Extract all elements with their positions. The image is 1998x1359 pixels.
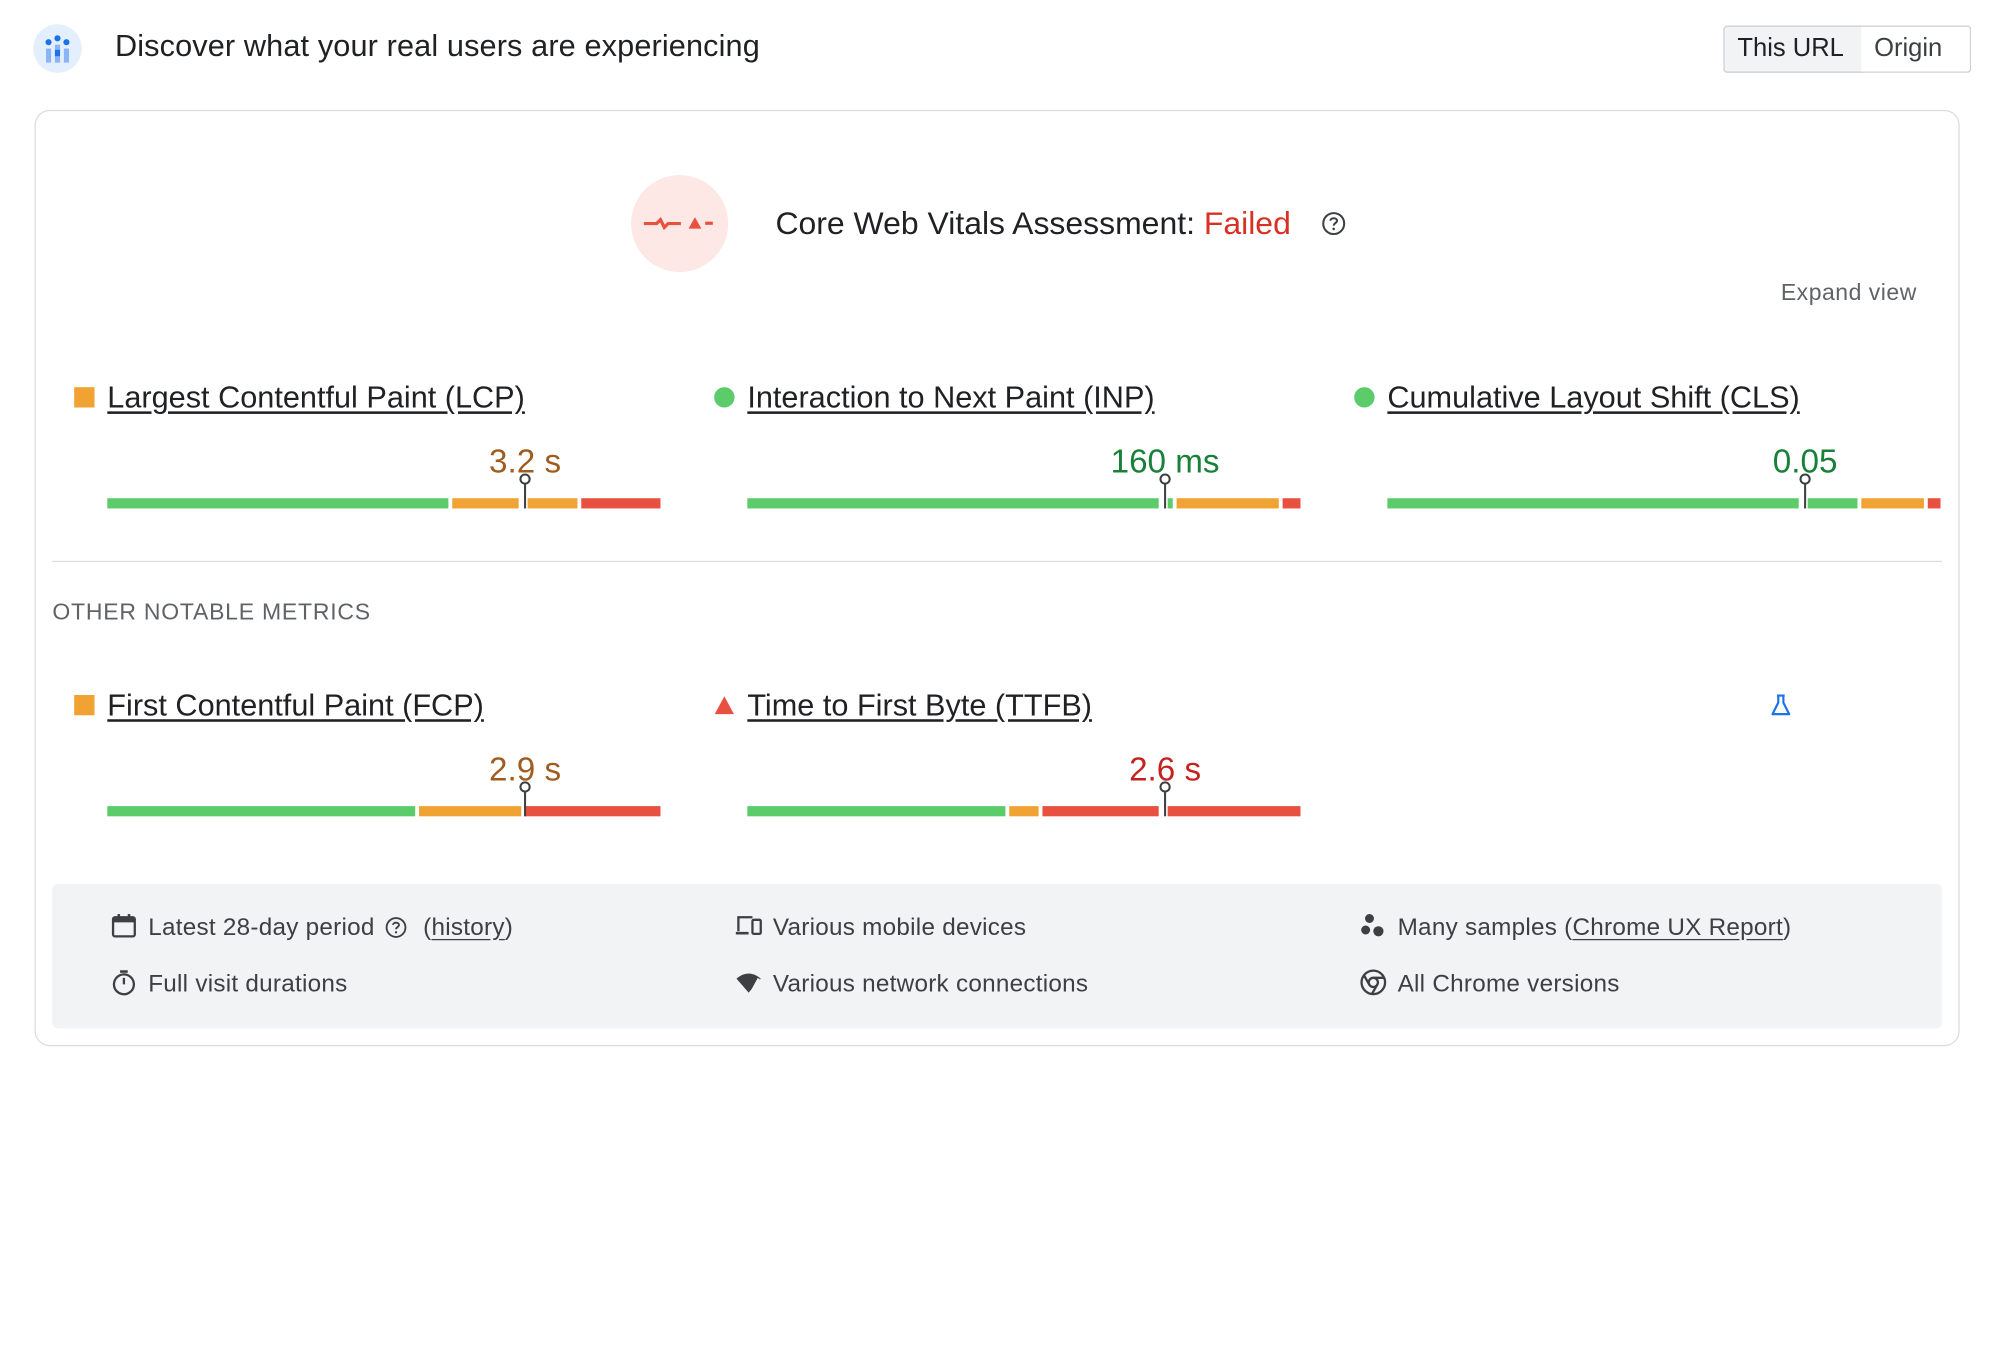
failed-vitals-icon bbox=[631, 175, 729, 273]
assessment-status: Failed bbox=[1203, 205, 1291, 242]
history-link[interactable]: history bbox=[431, 914, 505, 942]
distribution-bar bbox=[747, 473, 1304, 509]
versions-item: All Chrome versions bbox=[1360, 969, 1620, 999]
period-text: Latest 28-day period bbox=[148, 914, 375, 942]
distribution-segment-needs-improvement bbox=[527, 498, 577, 509]
distribution-segment-poor bbox=[1042, 806, 1159, 817]
good-circle-icon bbox=[714, 387, 735, 408]
distribution-segment-needs-improvement bbox=[1009, 806, 1039, 817]
distribution-segment-needs-improvement bbox=[419, 806, 522, 817]
distribution-segment-needs-improvement bbox=[1860, 498, 1924, 509]
distribution-segment-needs-improvement bbox=[1176, 498, 1279, 509]
distribution-segment-good bbox=[1167, 498, 1173, 509]
distribution-segment-needs-improvement bbox=[452, 498, 519, 509]
distribution-segment-poor bbox=[580, 498, 661, 509]
period-item: Latest 28-day period (history) bbox=[111, 914, 514, 943]
metric-fcp: First Contentful Paint (FCP) 2.9 s bbox=[74, 682, 661, 823]
distribution-segment-good bbox=[107, 806, 416, 817]
distribution-segment-good bbox=[747, 806, 1006, 817]
calendar-icon bbox=[110, 912, 138, 940]
distribution-segment-poor bbox=[1282, 498, 1301, 509]
timer-icon bbox=[110, 968, 138, 996]
durations-text: Full visit durations bbox=[148, 970, 348, 998]
metric-name-link[interactable]: Largest Contentful Paint (LCP) bbox=[107, 380, 525, 416]
metric-name-link[interactable]: Interaction to Next Paint (INP) bbox=[747, 380, 1155, 416]
assessment-title: Core Web Vitals Assessment: Failed bbox=[775, 206, 1290, 243]
versions-text: All Chrome versions bbox=[1397, 970, 1620, 998]
flask-icon[interactable] bbox=[1768, 692, 1794, 718]
distribution-segment-good bbox=[107, 498, 449, 509]
metric-ttfb: Time to First Byte (TTFB) 2.6 s bbox=[714, 682, 1791, 823]
page-title: Discover what your real users are experi… bbox=[114, 29, 760, 64]
this-url-toggle[interactable]: This URL bbox=[1723, 25, 1864, 73]
p75-marker-pin bbox=[1159, 473, 1172, 509]
page-canvas: Discover what your real users are experi… bbox=[33, 24, 1972, 1047]
crux-logo-icon bbox=[33, 24, 82, 73]
help-icon[interactable] bbox=[385, 916, 408, 939]
distribution-bar bbox=[1387, 473, 1944, 509]
chrome-icon bbox=[1359, 968, 1387, 996]
metric-name-link[interactable]: Time to First Byte (TTFB) bbox=[747, 688, 1092, 724]
distribution-segment-good bbox=[1387, 498, 1799, 509]
expand-view-link[interactable]: Expand view bbox=[1780, 279, 1917, 306]
devices-icon bbox=[735, 912, 763, 940]
needs-improvement-square-icon bbox=[74, 694, 95, 716]
metric-lcp: Largest Contentful Paint (LCP) 3.2 s bbox=[74, 374, 661, 515]
field-data-card: Core Web Vitals Assessment: Failed Expan… bbox=[34, 109, 1960, 1047]
assessment-label: Core Web Vitals Assessment: bbox=[775, 205, 1195, 242]
distribution-bar bbox=[747, 781, 1304, 817]
samples-item: Many samples (Chrome UX Report) bbox=[1361, 914, 1792, 943]
distribution-segment-poor bbox=[525, 806, 661, 817]
needs-improvement-square-icon bbox=[74, 387, 95, 408]
origin-toggle[interactable]: Origin bbox=[1861, 25, 1972, 73]
durations-item: Full visit durations bbox=[112, 970, 348, 999]
distribution-segment-poor bbox=[1167, 806, 1301, 817]
section-divider bbox=[52, 560, 1942, 563]
poor-triangle-icon bbox=[714, 695, 734, 715]
history-close-paren: ) bbox=[504, 914, 514, 942]
metric-name-link[interactable]: Cumulative Layout Shift (CLS) bbox=[1387, 380, 1800, 416]
other-metrics-title: OTHER NOTABLE METRICS bbox=[52, 599, 371, 625]
metric-cls: Cumulative Layout Shift (CLS) 0.05 bbox=[1354, 374, 1941, 515]
devices-item: Various mobile devices bbox=[735, 914, 1027, 943]
p75-marker-pin bbox=[1799, 473, 1812, 509]
p75-marker-pin bbox=[1159, 781, 1172, 817]
distribution-segment-good bbox=[1807, 498, 1857, 509]
devices-text: Various mobile devices bbox=[772, 914, 1027, 942]
distribution-bar bbox=[107, 781, 664, 817]
distribution-segment-good bbox=[747, 498, 1159, 509]
distribution-segment-poor bbox=[1927, 498, 1941, 509]
samples-prefix: Many samples ( bbox=[1397, 914, 1573, 942]
help-icon[interactable] bbox=[1321, 211, 1347, 237]
metric-name-link[interactable]: First Contentful Paint (FCP) bbox=[107, 688, 484, 724]
network-item: Various network connections bbox=[736, 970, 1089, 999]
samples-suffix: ) bbox=[1782, 914, 1792, 942]
network-icon bbox=[735, 968, 763, 996]
chrome-ux-report-link[interactable]: Chrome UX Report bbox=[1572, 914, 1783, 942]
history-open-paren: ( bbox=[423, 914, 432, 942]
good-circle-icon bbox=[1354, 387, 1375, 408]
distribution-bar bbox=[107, 473, 664, 509]
samples-icon bbox=[1359, 912, 1387, 940]
data-source-footer: Latest 28-day period (history) Full visit… bbox=[52, 884, 1942, 1029]
network-text: Various network connections bbox=[772, 970, 1089, 998]
metric-inp: Interaction to Next Paint (INP) 160 ms bbox=[714, 374, 1301, 515]
p75-marker-pin bbox=[519, 473, 532, 509]
p75-marker-pin bbox=[519, 781, 532, 817]
